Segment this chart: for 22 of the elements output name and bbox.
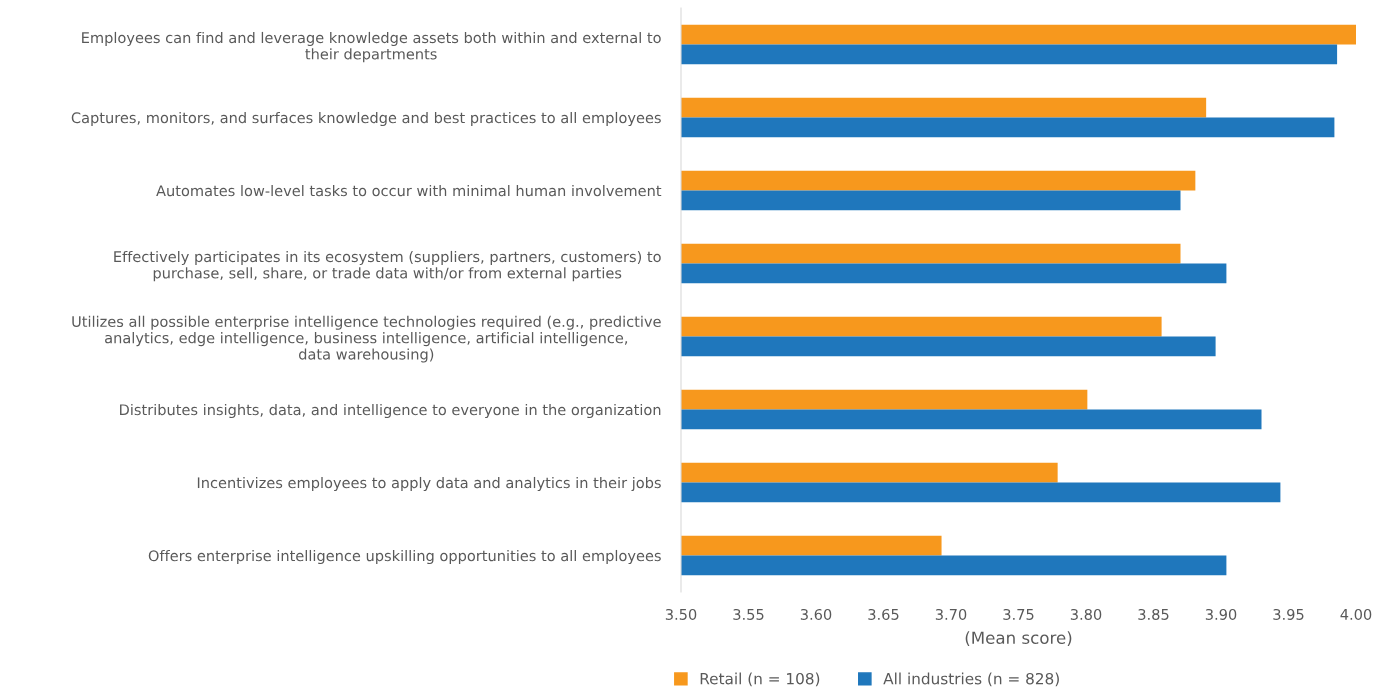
x-tick-label: 3.90 <box>1205 608 1237 620</box>
x-tick-label: 3.55 <box>733 608 764 620</box>
x-tick-label: 3.85 <box>1138 608 1169 620</box>
x-tick-label: 3.60 <box>800 608 832 620</box>
x-tick-label: 3.95 <box>1273 608 1304 620</box>
x-axis-title: (Mean score) <box>965 631 1072 646</box>
y-tick-label: Effectively participates in its ecosystem (suppliers, partners, customers) to purchase, sell, share, or trade data with/or from external parties <box>114 250 661 282</box>
legend-label: Retail (n = 108) <box>700 672 820 687</box>
y-tick-label: Incentivizes employees to apply data and analytics in their jobs <box>197 476 661 492</box>
y-tick-label: Utilizes all possible enterprise intelligence technologies required (e.g., predictive analytics, edge intelligence, business intelligence, artificial intelligence, data warehousing) <box>72 315 661 363</box>
legend-label: All industries (n = 828) <box>883 672 1059 687</box>
x-tick-label: 3.50 <box>665 608 697 620</box>
x-tick-label: 4.00 <box>1340 608 1372 620</box>
y-tick-label: Offers enterprise intelligence upskilling opportunities to all employees <box>148 549 661 565</box>
y-tick-label: Employees can find and leverage knowledge assets both within and external to their departments <box>82 31 661 63</box>
y-tick-label: Automates low-level tasks to occur with minimal human involvement <box>156 184 662 197</box>
x-tick-label: 3.70 <box>935 608 967 620</box>
x-tick-label: 3.65 <box>868 608 899 620</box>
y-tick-label: Captures, monitors, and surfaces knowledge and best practices to all employees <box>71 111 661 127</box>
y-tick-label: Distributes insights, data, and intelligence to everyone in the organization <box>120 403 661 419</box>
x-tick-label: 3.75 <box>1003 608 1034 620</box>
x-tick-label: 3.80 <box>1070 608 1102 620</box>
